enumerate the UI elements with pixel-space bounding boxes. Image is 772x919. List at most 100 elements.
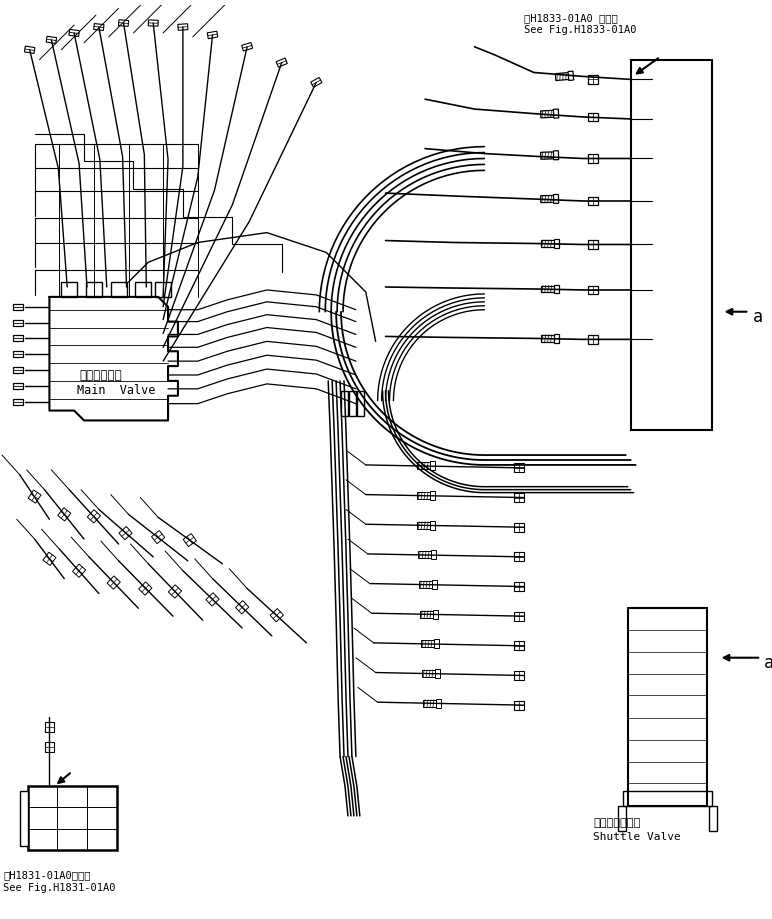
Bar [540, 286, 557, 292]
Bar [588, 286, 598, 294]
Bar [540, 110, 557, 118]
Bar [276, 58, 287, 67]
Bar [419, 581, 435, 588]
Bar [540, 152, 557, 159]
Bar [242, 42, 252, 51]
Bar [178, 24, 188, 30]
Bar [310, 77, 322, 87]
Text: 第H1833-01A0 図参照: 第H1833-01A0 図参照 [524, 13, 618, 23]
Bar [554, 285, 558, 293]
Bar [430, 521, 435, 529]
Bar [540, 240, 557, 247]
Bar [422, 670, 438, 677]
Bar [554, 334, 558, 343]
Bar [417, 522, 433, 528]
Bar [168, 584, 181, 598]
Bar [514, 671, 524, 680]
Bar [432, 580, 437, 589]
Bar [417, 492, 433, 499]
Text: シャトルバルブ: シャトルバルブ [593, 818, 641, 828]
Bar [46, 36, 56, 43]
Bar [270, 608, 283, 622]
Bar [555, 73, 571, 81]
Bar [588, 112, 598, 121]
Bar [148, 20, 158, 26]
Bar [107, 576, 120, 589]
Bar [514, 494, 524, 502]
Bar [13, 351, 22, 357]
Bar [618, 806, 626, 831]
Bar [357, 391, 364, 415]
Bar [436, 698, 441, 708]
Bar [631, 60, 712, 430]
Bar [58, 507, 71, 521]
Bar [151, 530, 164, 544]
Bar [554, 151, 559, 160]
Bar [206, 593, 219, 606]
Text: a: a [753, 308, 764, 325]
Bar [554, 239, 558, 248]
Bar [588, 154, 598, 163]
Bar [235, 601, 249, 614]
Bar [183, 534, 196, 547]
Bar [61, 282, 77, 297]
Bar [13, 304, 22, 310]
Bar [118, 19, 129, 27]
Bar [93, 24, 104, 30]
Bar [135, 282, 151, 297]
Bar [73, 564, 86, 577]
Bar [45, 722, 54, 732]
Bar [13, 367, 22, 373]
Bar [87, 510, 100, 523]
Text: 第H1831-01A0図参照: 第H1831-01A0図参照 [3, 870, 90, 880]
Bar [13, 320, 22, 325]
Bar [628, 608, 707, 806]
Bar [514, 700, 524, 709]
Bar [554, 195, 559, 203]
Bar [514, 523, 524, 532]
Bar [207, 31, 218, 39]
Bar [431, 550, 436, 560]
Bar [28, 490, 41, 503]
Bar [25, 46, 35, 53]
Text: メインバルブ: メインバルブ [79, 369, 122, 382]
Bar [514, 641, 524, 651]
Bar [417, 462, 433, 470]
Bar [86, 282, 102, 297]
Bar [568, 71, 574, 81]
Bar [588, 197, 598, 206]
Text: Main  Valve: Main Valve [77, 384, 155, 397]
Bar [433, 610, 438, 618]
Bar [421, 641, 437, 647]
Text: Shuttle Valve: Shuttle Valve [593, 832, 681, 842]
Bar [514, 582, 524, 591]
Text: See Fig.H1831-01A0: See Fig.H1831-01A0 [3, 883, 116, 893]
Bar [434, 640, 439, 648]
Bar [20, 791, 28, 845]
Bar [588, 240, 598, 249]
Bar [13, 399, 22, 404]
Bar [139, 582, 152, 596]
Bar [540, 196, 557, 202]
Bar [430, 491, 435, 500]
Bar [45, 742, 54, 752]
Bar [588, 335, 598, 344]
Bar [13, 335, 22, 341]
Bar [341, 391, 348, 415]
Bar [418, 551, 434, 559]
Bar [43, 552, 56, 565]
Bar [423, 699, 439, 707]
Bar [110, 282, 127, 297]
Bar [514, 612, 524, 620]
Bar [13, 383, 22, 389]
Bar [430, 461, 435, 471]
Bar [554, 109, 559, 119]
Text: See Fig.H1833-01A0: See Fig.H1833-01A0 [524, 25, 636, 35]
Bar [623, 791, 712, 806]
Bar [119, 527, 132, 539]
Bar [709, 806, 716, 831]
Bar [540, 335, 557, 342]
Bar [28, 787, 117, 850]
Bar [420, 611, 436, 618]
Bar [69, 29, 80, 37]
